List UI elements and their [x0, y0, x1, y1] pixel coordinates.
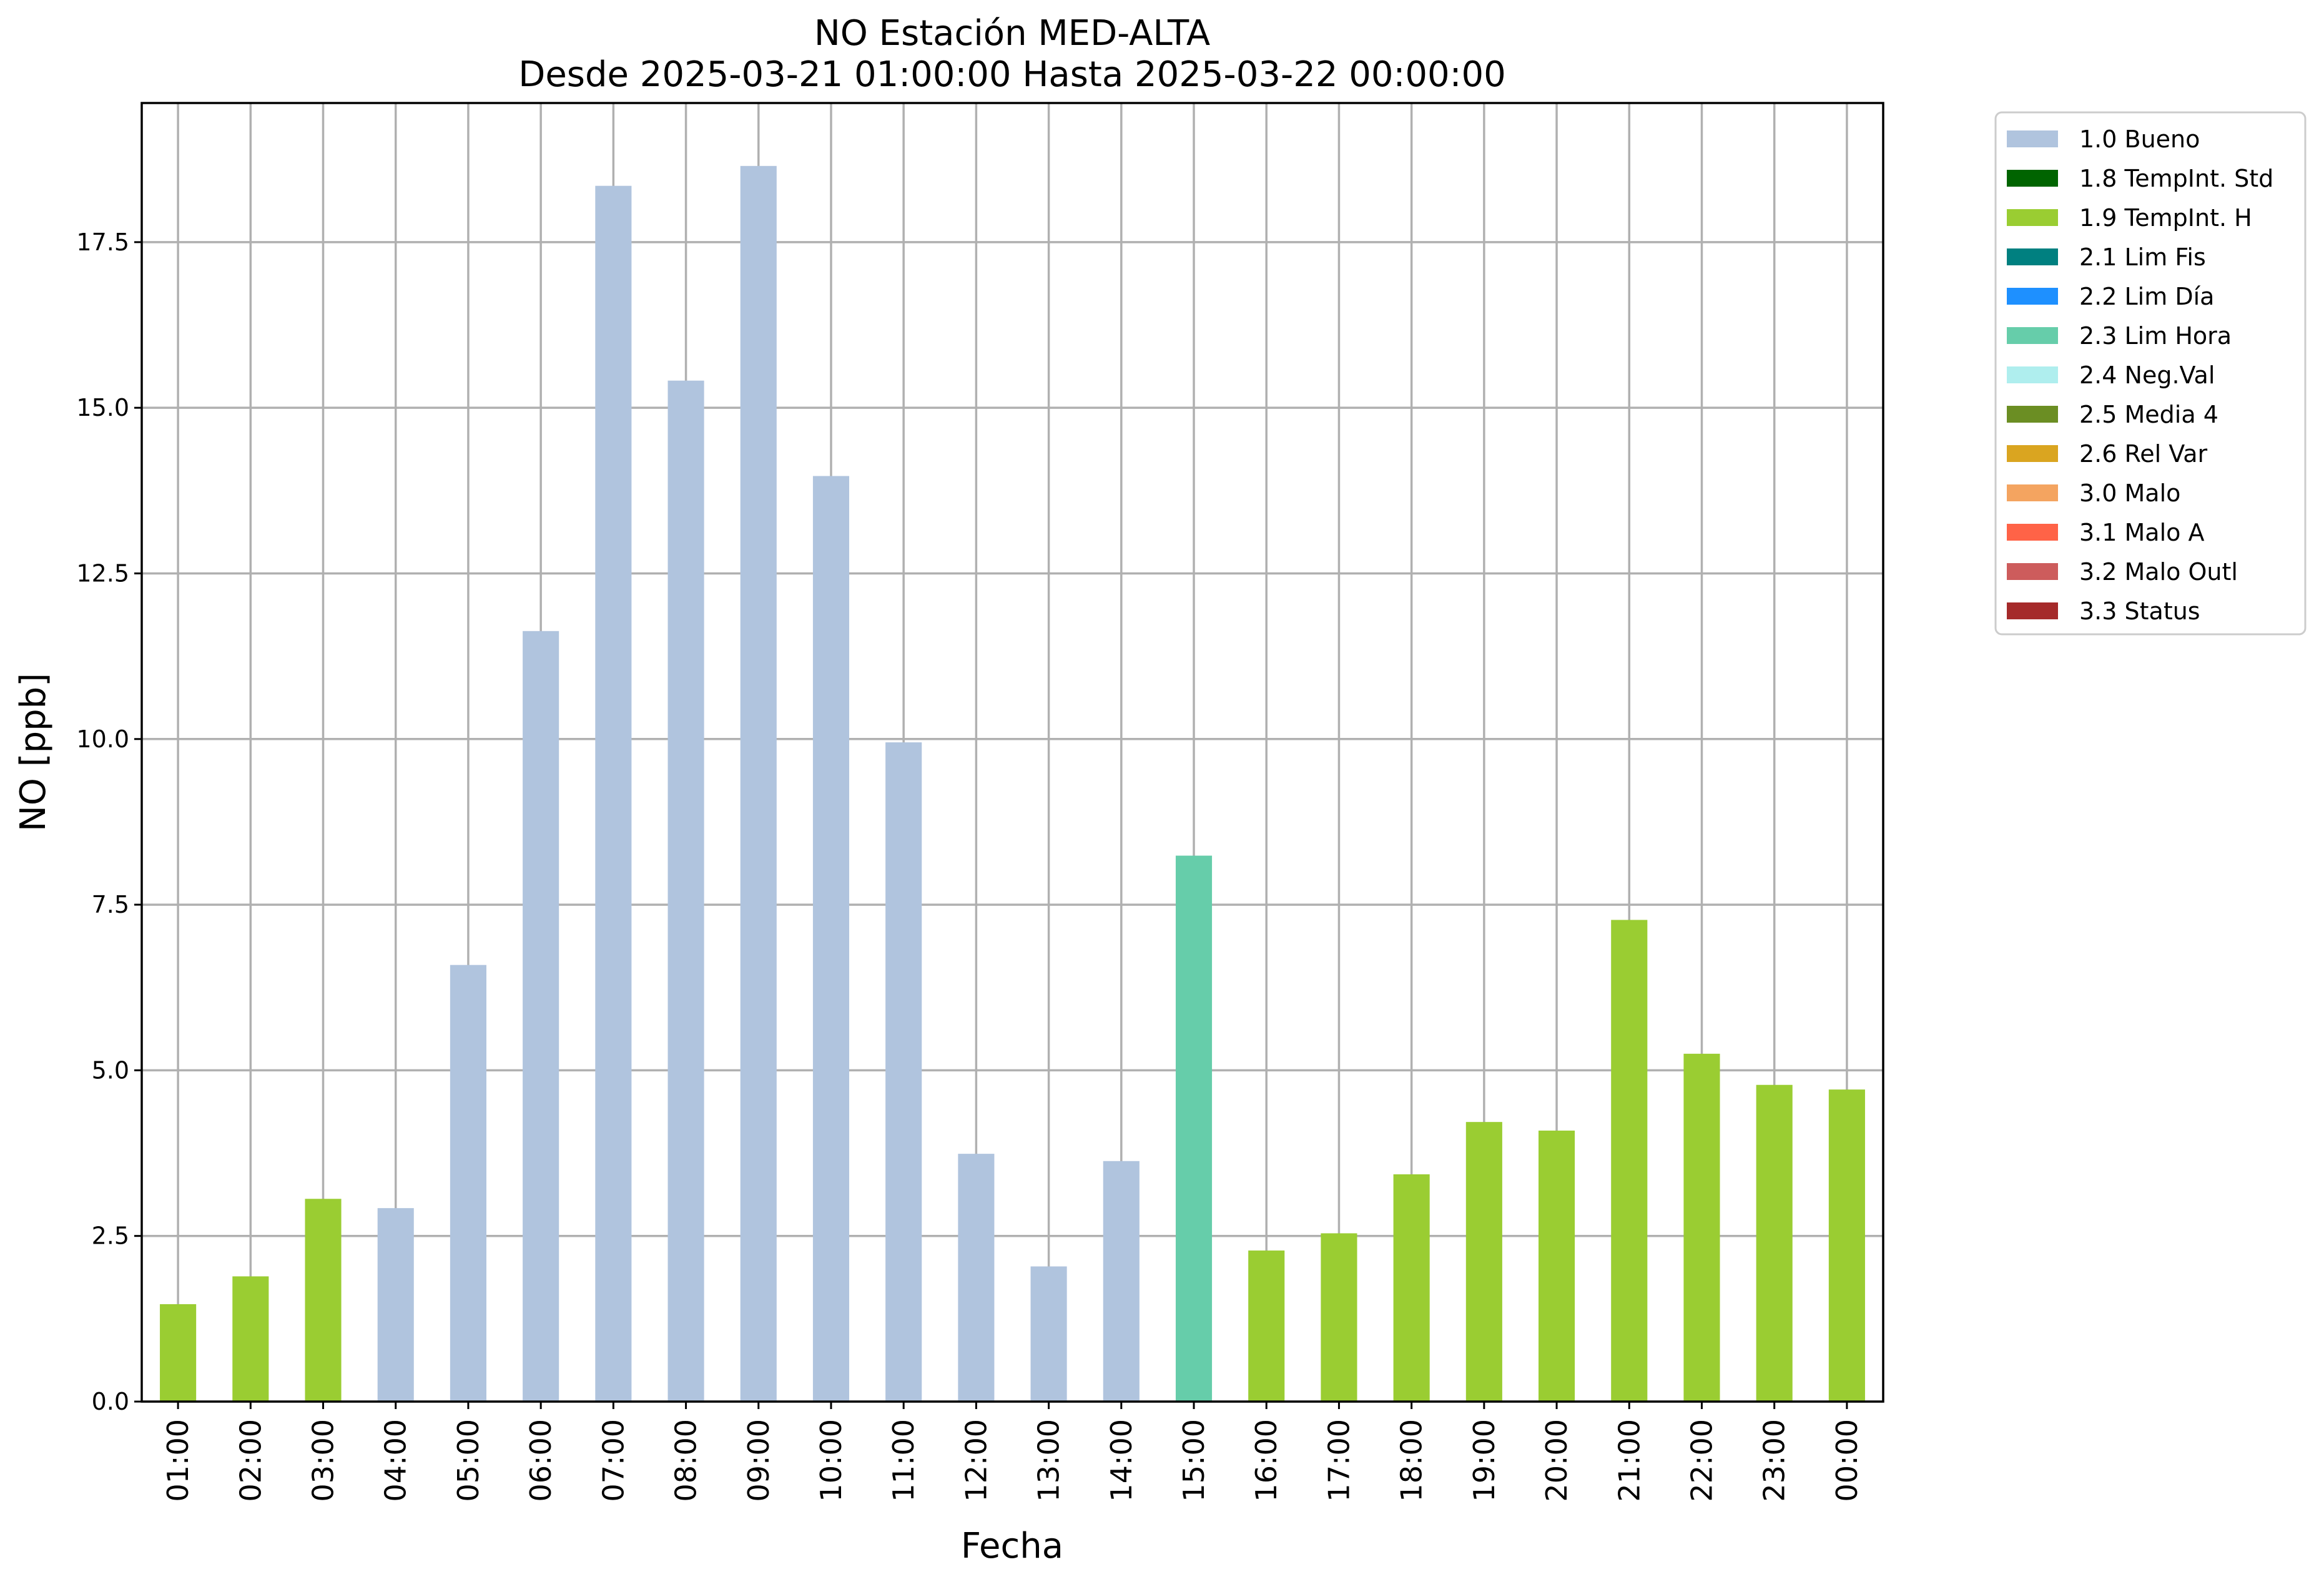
- legend-label: 3.3 Status: [2079, 597, 2200, 625]
- y-tick-label: 7.5: [92, 891, 129, 918]
- legend-swatch-1-8: [2007, 170, 2058, 187]
- y-axis-label: NO [ppb]: [13, 673, 54, 832]
- legend-swatch-1-0: [2007, 130, 2058, 147]
- x-tick-label: 05:00: [451, 1419, 485, 1502]
- legend: 1.0 Bueno 1.8 TempInt. Std 1.9 TempInt. H 2…: [1994, 111, 2307, 636]
- y-tick-label: 2.5: [92, 1222, 129, 1250]
- legend-label: 1.0 Bueno: [2079, 125, 2200, 153]
- plot-frame: [140, 102, 1884, 1403]
- x-tick-label: 02:00: [234, 1419, 267, 1502]
- legend-swatch-2-1: [2007, 248, 2058, 265]
- y-tick-label: 10.0: [76, 725, 129, 753]
- bar-1900: [1465, 1122, 1502, 1402]
- chart-title: NO Estación MED-ALTA: [814, 13, 1210, 54]
- x-tick-label: 03:00: [307, 1419, 340, 1502]
- x-tick-label: 13:00: [1032, 1419, 1066, 1502]
- legend-swatch-2-3: [2007, 327, 2058, 344]
- x-tick-label: 11:00: [887, 1419, 920, 1502]
- x-tick-label: 17:00: [1322, 1419, 1356, 1502]
- legend-label: 2.4 Neg.Val: [2079, 361, 2215, 389]
- legend-label: 2.2 Lim Día: [2079, 283, 2214, 310]
- x-tick-label: 07:00: [596, 1419, 630, 1502]
- bar-1400: [1103, 1161, 1140, 1402]
- y-axis-ticks: 0.0 2.5 5.0 7.5 10.0 12.5 15.0 17.5: [76, 228, 142, 1415]
- legend-label: 3.0 Malo: [2079, 479, 2180, 507]
- legend-swatch-2-2: [2007, 288, 2058, 305]
- bar-1000: [812, 476, 850, 1402]
- x-tick-label: 10:00: [814, 1419, 848, 1502]
- x-tick-label: 14:00: [1105, 1419, 1138, 1502]
- bar-0600: [523, 631, 559, 1402]
- legend-swatch-2-6: [2007, 445, 2058, 462]
- x-tick-label: 19:00: [1467, 1419, 1501, 1502]
- bar-0500: [450, 965, 486, 1402]
- legend-swatch-1-9: [2007, 209, 2058, 226]
- x-tick-label: 22:00: [1685, 1419, 1718, 1502]
- x-tick-label: 01:00: [161, 1419, 195, 1502]
- x-tick-label: 16:00: [1249, 1419, 1283, 1502]
- y-tick-label: 17.5: [76, 228, 129, 256]
- bar-1300: [1030, 1266, 1067, 1402]
- legend-label: 2.3 Lim Hora: [2079, 322, 2232, 350]
- y-tick-label: 5.0: [92, 1056, 129, 1084]
- legend-swatch-3-3: [2007, 602, 2058, 619]
- x-tick-label: 04:00: [379, 1419, 413, 1502]
- bar-1600: [1248, 1250, 1285, 1402]
- bar-1700: [1321, 1233, 1357, 1402]
- legend-swatch-3-0: [2007, 484, 2058, 501]
- bar-1500: [1175, 855, 1213, 1402]
- bar-0200: [232, 1276, 269, 1402]
- bar-1100: [885, 742, 922, 1402]
- x-tick-label: 00:00: [1830, 1419, 1864, 1502]
- legend-box: [1994, 111, 2307, 636]
- y-tick-label: 0.0: [92, 1388, 129, 1415]
- x-tick-label: 15:00: [1177, 1419, 1211, 1502]
- x-tick-label: 06:00: [524, 1419, 558, 1502]
- x-tick-label: 09:00: [742, 1419, 775, 1502]
- bar-0000: [1828, 1089, 1865, 1402]
- legend-swatch-3-2: [2007, 563, 2058, 580]
- legend-label: 3.2 Malo Outl: [2079, 558, 2238, 586]
- bar-0800: [667, 380, 704, 1402]
- legend-label: 3.1 Malo A: [2079, 519, 2204, 546]
- bar-0900: [740, 165, 777, 1402]
- x-axis-label: Fecha: [961, 1526, 1063, 1566]
- y-tick-label: 12.5: [76, 559, 129, 587]
- bar-2300: [1756, 1084, 1793, 1402]
- legend-swatch-2-5: [2007, 406, 2058, 423]
- legend-label: 2.6 Rel Var: [2079, 440, 2208, 468]
- y-tick-label: 15.0: [76, 394, 129, 421]
- bar-2200: [1683, 1053, 1720, 1402]
- legend-label: 1.9 TempInt. H: [2079, 204, 2252, 232]
- bar-2000: [1539, 1130, 1575, 1402]
- legend-swatch-2-4: [2007, 366, 2058, 383]
- x-tick-label: 20:00: [1540, 1419, 1573, 1502]
- chart-subtitle: Desde 2025-03-21 01:00:00 Hasta 2025-03-…: [518, 54, 1506, 95]
- x-tick-label: 08:00: [669, 1419, 703, 1502]
- bar-2100: [1611, 920, 1648, 1402]
- legend-label: 2.1 Lim Fis: [2079, 243, 2206, 271]
- x-axis-ticks: 01:00 02:00 03:00 04:00 05:00 06:00 07:00 08:00…: [161, 1402, 1864, 1502]
- bar-0700: [595, 185, 632, 1402]
- x-tick-label: 23:00: [1758, 1419, 1791, 1502]
- legend-label: 1.8 TempInt. Std: [2079, 165, 2273, 192]
- legend-swatch-3-1: [2007, 524, 2058, 541]
- x-tick-label: 18:00: [1395, 1419, 1429, 1502]
- x-tick-label: 21:00: [1612, 1419, 1646, 1502]
- bars: [160, 165, 1865, 1402]
- bar-1800: [1393, 1174, 1430, 1402]
- bar-0300: [305, 1199, 342, 1402]
- legend-label: 2.5 Media 4: [2079, 401, 2218, 428]
- x-tick-label: 12:00: [959, 1419, 993, 1502]
- bar-0400: [377, 1208, 414, 1402]
- bar-1200: [958, 1154, 995, 1402]
- bar-0100: [160, 1304, 197, 1402]
